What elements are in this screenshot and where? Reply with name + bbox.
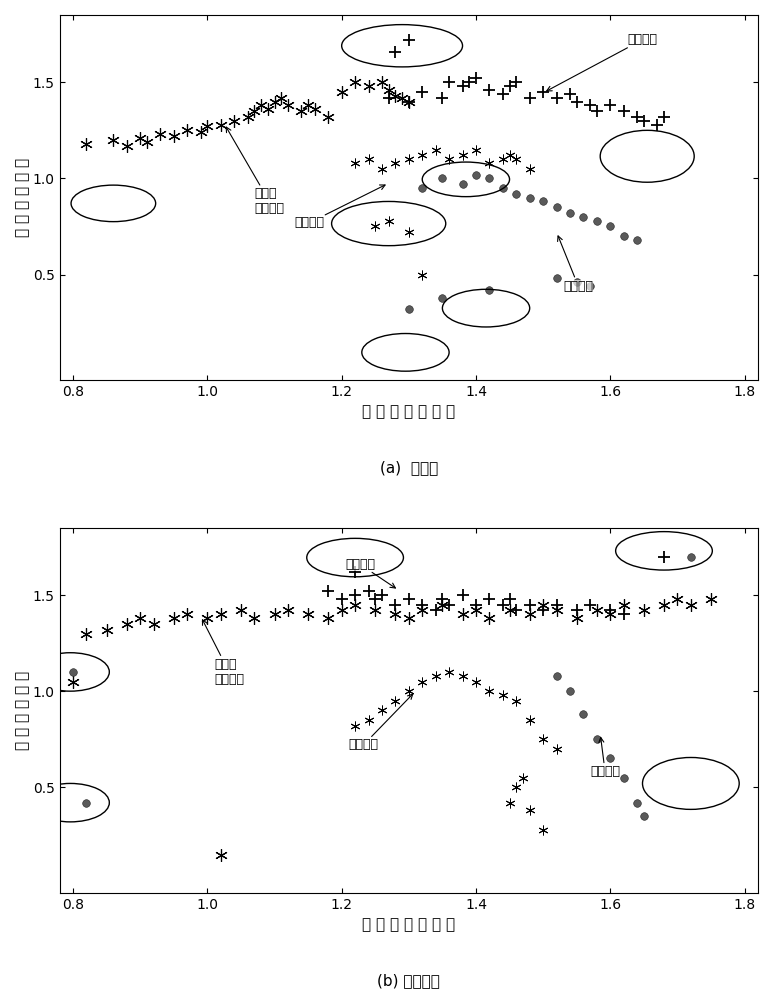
Y-axis label: 负 半 周 盒 维 数: 负 半 周 盒 维 数 [15,158,30,237]
Text: 金属尖端: 金属尖端 [557,236,593,293]
Text: (a)  盒维数: (a) 盒维数 [380,461,438,476]
X-axis label: 正 半 周 信 息 维 数: 正 半 周 信 息 维 数 [363,405,455,420]
Text: 绝缘子
表面污秽: 绝缘子 表面污秽 [203,620,244,686]
Text: 绝缘子
表面污秽: 绝缘子 表面污秽 [226,127,284,215]
Text: 金属微粒: 金属微粒 [295,185,385,229]
Text: 金属微粒: 金属微粒 [349,694,413,751]
X-axis label: 正 半 周 信 息 维 数: 正 半 周 信 息 维 数 [363,917,455,932]
Y-axis label: 负 半 周 盒 维 数: 负 半 周 盒 维 数 [15,671,30,750]
Text: (b) 信息维数: (b) 信息维数 [377,973,441,988]
Text: 金属尖端: 金属尖端 [590,737,620,778]
Text: 悬浮电极: 悬浮电极 [345,558,396,588]
Text: 悬浮电极: 悬浮电极 [547,33,657,91]
